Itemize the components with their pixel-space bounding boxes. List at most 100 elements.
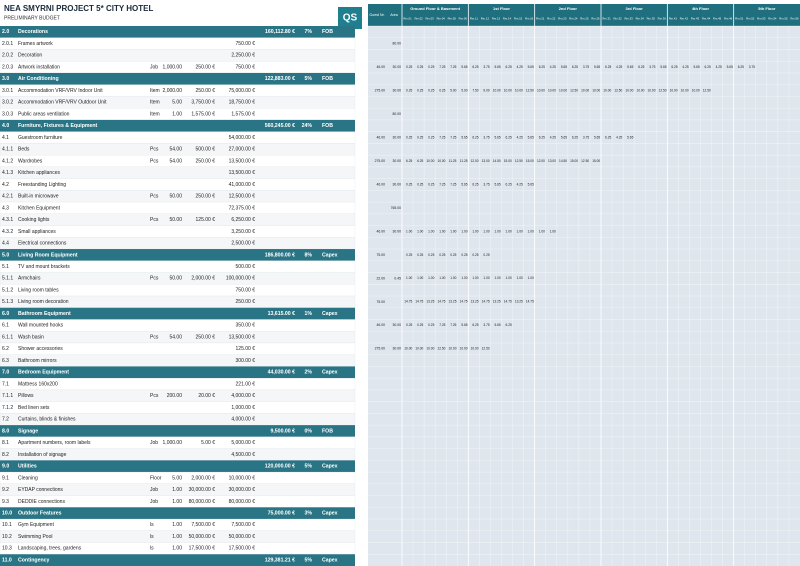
grid-cell: 15.00 xyxy=(526,159,534,163)
section-cell: 0% xyxy=(305,428,313,434)
item-cell: 4.1 xyxy=(2,135,9,141)
grid-cell: 4.25 xyxy=(517,135,523,139)
grid-cell: 5.65 xyxy=(461,323,467,327)
item-cell: ls xyxy=(150,522,154,528)
item-cell: Armchairs xyxy=(18,276,41,282)
section-row xyxy=(0,26,355,38)
section-cell: 122,883.00 € xyxy=(265,76,295,82)
grid-cell: 10.00 xyxy=(471,347,479,351)
section-row xyxy=(0,554,355,566)
item-cell: 5.00 xyxy=(172,100,182,106)
item-cell: 1.00 xyxy=(172,522,182,528)
grid-cell: 0.25 xyxy=(406,253,412,257)
item-cell: 2,000.00 € xyxy=(191,475,215,481)
item-cell: EYDAP connections xyxy=(18,487,63,493)
grid-cell: 12.50 xyxy=(437,347,445,351)
item-cell: Pcs xyxy=(150,217,159,223)
item-cell: 17,500.00 € xyxy=(189,546,216,552)
title: NEA SMYRNI PROJECT 5* CITY HOTEL xyxy=(4,4,153,13)
item-cell: 10.1 xyxy=(2,522,12,528)
grid-cell: 6.25 xyxy=(506,135,512,139)
grid-cell: 0.25 xyxy=(406,135,412,139)
item-cell: Wardrobes xyxy=(18,158,43,164)
col-header: Rm.43 xyxy=(691,17,700,21)
item-cell: 50.00 xyxy=(169,194,182,200)
item-cell: 250.00 € xyxy=(236,299,256,305)
item-cell: 2.0.3 xyxy=(2,64,13,70)
section-cell: Capex xyxy=(322,558,338,564)
grid-cell: 12.50 xyxy=(526,88,534,92)
item-cell: 30,000.00 € xyxy=(229,487,256,493)
grid-cell: 6.25 xyxy=(738,65,744,69)
grid-cell: 0.25 xyxy=(461,253,467,257)
item-cell: 1.00 xyxy=(172,499,182,505)
grid-cell: 13.00 xyxy=(548,159,556,163)
col-header: Rm.53 xyxy=(757,17,766,21)
col-header: Rm.55 xyxy=(779,17,788,21)
grid-cell: 10.00 xyxy=(460,347,468,351)
item-cell: 9.1 xyxy=(2,475,9,481)
grid-cell: 10.00 xyxy=(692,88,700,92)
grid-cell: 1.00 xyxy=(417,276,423,280)
grid-cell: 5.65 xyxy=(528,135,534,139)
grid-cell: 5.65 xyxy=(461,182,467,186)
item-cell: Accommodation VRF/VRV Indoor Unit xyxy=(18,88,103,94)
grid-cell: 0.25 xyxy=(428,182,434,186)
col-header: Rm.23 xyxy=(558,17,567,21)
item-cell: Landscaping, trees, gardens xyxy=(18,546,82,552)
col-header: Rm.45 xyxy=(713,17,722,21)
grid-cell: 0.25 xyxy=(428,253,434,257)
grid-cell: 1.00 xyxy=(472,276,478,280)
grid-cell: 5.65 xyxy=(594,65,600,69)
section-cell: 3.0 xyxy=(2,76,9,82)
grid-cell: 13.25 xyxy=(493,300,501,304)
grid-cell: 4.25 xyxy=(716,65,722,69)
section-cell: 5% xyxy=(305,76,313,82)
grid-cell: 10.00 xyxy=(426,159,434,163)
col-header: Rm.56 xyxy=(790,17,799,21)
grid-cell: 0.25 xyxy=(417,182,423,186)
item-cell: Pcs xyxy=(150,147,159,153)
grid-cell: 5.65 xyxy=(494,135,500,139)
item-cell: 4.1.3 xyxy=(2,170,13,176)
section-cell: Decorations xyxy=(18,29,48,35)
col-header: Rm.21 xyxy=(536,17,545,21)
col-header: Rm.31 xyxy=(602,17,611,21)
section-cell: 44,030.00 € xyxy=(268,370,296,376)
grid-cell: 14.75 xyxy=(460,300,468,304)
item-row xyxy=(0,401,356,414)
section-row xyxy=(0,249,355,261)
grid-cell: 6.25 xyxy=(472,182,478,186)
section-row xyxy=(0,507,355,520)
col-header: Rm.13 xyxy=(492,17,501,21)
section-cell: Outdoor Features xyxy=(18,511,62,517)
group-header: 4th Floor xyxy=(692,6,710,11)
item-cell: 5.00 € xyxy=(201,440,215,446)
grid-cell: 1.00 xyxy=(472,229,478,233)
item-cell: 4.2 xyxy=(2,182,9,188)
item-cell: 6.1 xyxy=(2,323,9,329)
item-cell: Beds xyxy=(18,147,30,153)
section-cell: 129,381.21 € xyxy=(265,558,295,564)
col-header: Rm.32 xyxy=(613,17,622,21)
item-cell: Gym Equipment xyxy=(18,522,54,528)
grid-cell: 11.25 xyxy=(449,159,457,163)
section-cell: 1% xyxy=(305,311,313,317)
col-header: Rm.44 xyxy=(702,17,711,21)
item-cell: 1.00 xyxy=(172,546,182,552)
grid-cell: 6.25 xyxy=(605,135,611,139)
item-cell: 750.00 € xyxy=(236,287,256,293)
section-cell: 4.0 xyxy=(2,123,9,129)
item-cell: Job xyxy=(150,440,158,446)
item-cell: Decoration xyxy=(18,53,42,59)
section-cell: 24% xyxy=(302,123,313,129)
item-cell: Item xyxy=(150,88,160,94)
item-cell: Bathroom mirrors xyxy=(18,358,57,364)
item-cell: 4,000.00 € xyxy=(231,393,255,399)
grid-cell: 10.00 xyxy=(426,347,434,351)
grid-cell: 10.00 xyxy=(504,88,512,92)
grid-cell: 1.00 xyxy=(483,276,489,280)
grid-cell: 12.50 xyxy=(614,88,622,92)
item-cell: Living room tables xyxy=(18,287,59,293)
grid-cell: 1.00 xyxy=(506,229,512,233)
